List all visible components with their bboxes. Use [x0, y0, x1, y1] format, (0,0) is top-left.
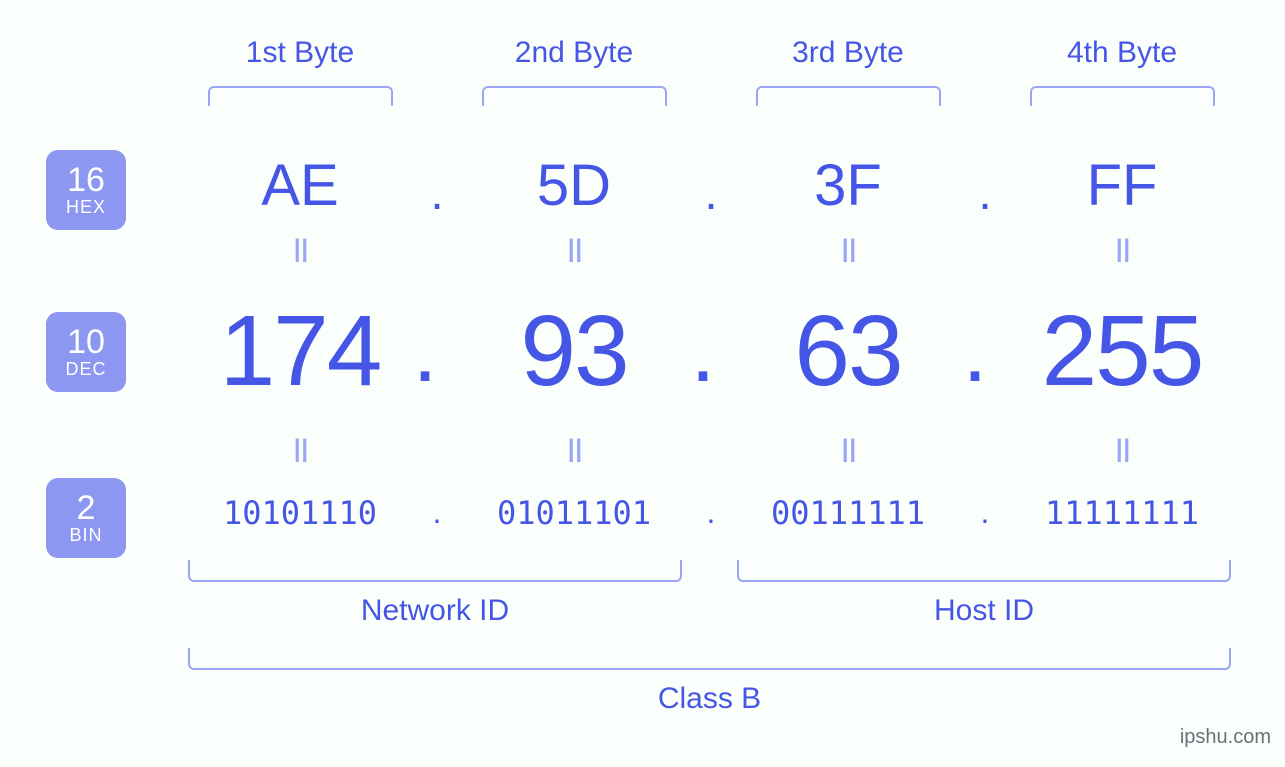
badge-hex: 16 HEX [46, 150, 126, 230]
badge-bin: 2 BIN [46, 478, 126, 558]
dec-dot-3: . [955, 300, 995, 403]
bin-dot-3: . [965, 494, 1005, 531]
bin-dot-2: . [691, 494, 731, 531]
badge-hex-name: HEX [46, 198, 126, 217]
host-id-label: Host ID [737, 594, 1231, 628]
class-label: Class B [188, 682, 1231, 716]
hex-dot-3: . [965, 166, 1005, 221]
dec-octet-2: 93 [437, 294, 711, 409]
watermark: ipshu.com [1180, 726, 1271, 749]
class-bracket [188, 648, 1231, 670]
eq-hex-dec-1: II [163, 232, 437, 271]
badge-bin-name: BIN [46, 526, 126, 545]
hex-octet-2: 5D [437, 152, 711, 219]
host-id-bracket [737, 560, 1231, 582]
eq-dec-bin-4: II [985, 432, 1259, 471]
bin-octet-1: 10101110 [163, 494, 437, 532]
byte-bracket-4 [1030, 86, 1215, 106]
eq-dec-bin-1: II [163, 432, 437, 471]
badge-hex-base: 16 [46, 163, 126, 199]
hex-dot-1: . [417, 166, 457, 221]
byte-header-2: 2nd Byte [437, 36, 711, 70]
eq-hex-dec-3: II [711, 232, 985, 271]
bin-octet-2: 01011101 [437, 494, 711, 532]
dec-dot-2: . [683, 300, 723, 403]
badge-dec-base: 10 [46, 325, 126, 361]
eq-dec-bin-3: II [711, 432, 985, 471]
network-id-bracket [188, 560, 682, 582]
hex-octet-1: AE [163, 152, 437, 219]
byte-header-1: 1st Byte [163, 36, 437, 70]
dec-octet-4: 255 [985, 294, 1259, 409]
dec-dot-1: . [405, 300, 445, 403]
network-id-label: Network ID [188, 594, 682, 628]
badge-bin-base: 2 [46, 491, 126, 527]
ip-diagram: 1st Byte 2nd Byte 3rd Byte 4th Byte 16 H… [0, 0, 1285, 767]
badge-dec-name: DEC [46, 360, 126, 379]
byte-header-4: 4th Byte [985, 36, 1259, 70]
hex-dot-2: . [691, 166, 731, 221]
hex-octet-3: 3F [711, 152, 985, 219]
eq-hex-dec-2: II [437, 232, 711, 271]
eq-hex-dec-4: II [985, 232, 1259, 271]
hex-octet-4: FF [985, 152, 1259, 219]
dec-octet-1: 174 [163, 294, 437, 409]
byte-bracket-1 [208, 86, 393, 106]
eq-dec-bin-2: II [437, 432, 711, 471]
dec-octet-3: 63 [711, 294, 985, 409]
byte-bracket-3 [756, 86, 941, 106]
bin-octet-3: 00111111 [711, 494, 985, 532]
byte-header-3: 3rd Byte [711, 36, 985, 70]
bin-octet-4: 11111111 [985, 494, 1259, 532]
bin-dot-1: . [417, 494, 457, 531]
byte-bracket-2 [482, 86, 667, 106]
badge-dec: 10 DEC [46, 312, 126, 392]
